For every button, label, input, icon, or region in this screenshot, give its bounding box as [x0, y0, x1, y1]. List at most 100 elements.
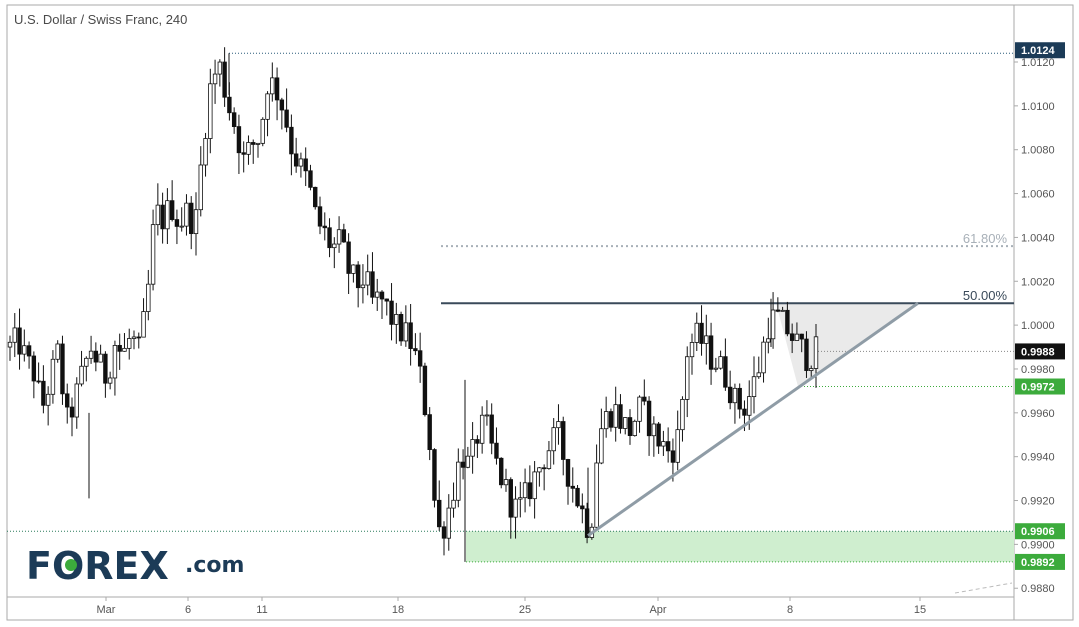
price-tag-0-9988: 0.9988: [1015, 343, 1065, 360]
candle: [93, 342, 99, 372]
candle: [603, 396, 609, 438]
candle: [661, 430, 666, 456]
candle: [680, 396, 685, 442]
candle: [270, 62, 275, 102]
candle: [699, 305, 704, 356]
candle: [122, 333, 127, 352]
candle: [584, 502, 590, 544]
candle: [112, 340, 118, 396]
candle: [22, 329, 27, 362]
candle: [732, 383, 738, 424]
candle: [432, 448, 437, 508]
candle: [756, 356, 761, 379]
candle: [785, 301, 790, 337]
candle: [241, 141, 246, 173]
candle: [789, 323, 795, 354]
candle: [804, 331, 809, 378]
candle: [379, 290, 385, 319]
fib-label-6180: 61.80%: [963, 231, 1008, 246]
candle: [179, 207, 184, 232]
candle: [236, 114, 242, 174]
price-tag-0-9892: 0.9892: [1015, 553, 1065, 570]
candle: [489, 403, 494, 455]
candle: [456, 448, 461, 508]
candle: [375, 278, 380, 311]
candle: [637, 395, 642, 433]
candle: [694, 312, 699, 351]
candle: [599, 408, 604, 465]
candle: [623, 417, 628, 435]
candle: [580, 493, 585, 524]
fib-label-5000: 50.00%: [963, 288, 1008, 303]
candle: [780, 306, 785, 312]
candle: [303, 147, 308, 187]
x-tick-label: 15: [914, 604, 926, 616]
y-tick-label: 0.9880: [1021, 583, 1055, 595]
y-tick-label: 1.0080: [1021, 145, 1055, 157]
candle: [103, 351, 108, 398]
candle: [541, 464, 547, 491]
candle: [131, 330, 137, 350]
candle: [341, 223, 347, 243]
candle: [17, 308, 22, 370]
candle: [479, 406, 485, 454]
candle: [336, 216, 342, 253]
candle: [713, 357, 719, 373]
candle: [127, 328, 132, 360]
candle: [475, 435, 480, 458]
candle: [503, 468, 509, 492]
candle: [408, 304, 413, 366]
candle: [265, 91, 270, 137]
candle: [98, 344, 103, 363]
candle: [718, 350, 723, 370]
chart-border: [6, 4, 1074, 621]
candle: [169, 180, 175, 222]
candle: [642, 379, 647, 406]
x-tick-label: Apr: [649, 604, 666, 616]
candle: [203, 132, 208, 177]
candle: [41, 365, 46, 414]
candle: [675, 410, 680, 471]
candle: [508, 477, 513, 539]
svg-text:1.0124: 1.0124: [1021, 45, 1056, 57]
candle: [556, 404, 561, 445]
candle: [65, 383, 70, 424]
forex-logo: FOREX .com: [26, 544, 244, 588]
candle: [274, 67, 280, 121]
price-tag-0-9972: 0.9972: [1015, 378, 1065, 395]
candle: [260, 117, 265, 147]
candle: [737, 383, 742, 419]
candle: [146, 269, 151, 321]
candle: [441, 521, 447, 556]
candle: [55, 340, 60, 363]
candle: [88, 335, 94, 364]
candle: [198, 146, 203, 217]
candle: [551, 418, 556, 465]
candle: [107, 371, 113, 390]
candle: [74, 377, 79, 429]
candle: [279, 97, 285, 130]
candle: [317, 196, 323, 235]
candle: [794, 322, 800, 341]
candle: [799, 333, 804, 353]
candle: [208, 68, 213, 154]
logo-text: FOREX: [26, 544, 169, 588]
y-tick-label: 0.9940: [1021, 452, 1055, 464]
candle: [84, 356, 89, 382]
candle: [532, 461, 537, 519]
x-tick-label: Mar: [97, 604, 116, 616]
candle: [12, 313, 17, 358]
candle: [160, 192, 165, 244]
candle: [704, 314, 709, 365]
support-zone: [466, 531, 1014, 562]
svg-text:0.9988: 0.9988: [1021, 346, 1055, 358]
ascending-trendline: [587, 301, 919, 537]
candle: [136, 332, 141, 349]
candle: [308, 164, 313, 191]
svg-text:0.9972: 0.9972: [1021, 382, 1055, 394]
candle: [36, 362, 41, 384]
candle: [656, 421, 661, 454]
y-tick-label: 0.9900: [1021, 539, 1055, 551]
candle: [255, 142, 261, 158]
